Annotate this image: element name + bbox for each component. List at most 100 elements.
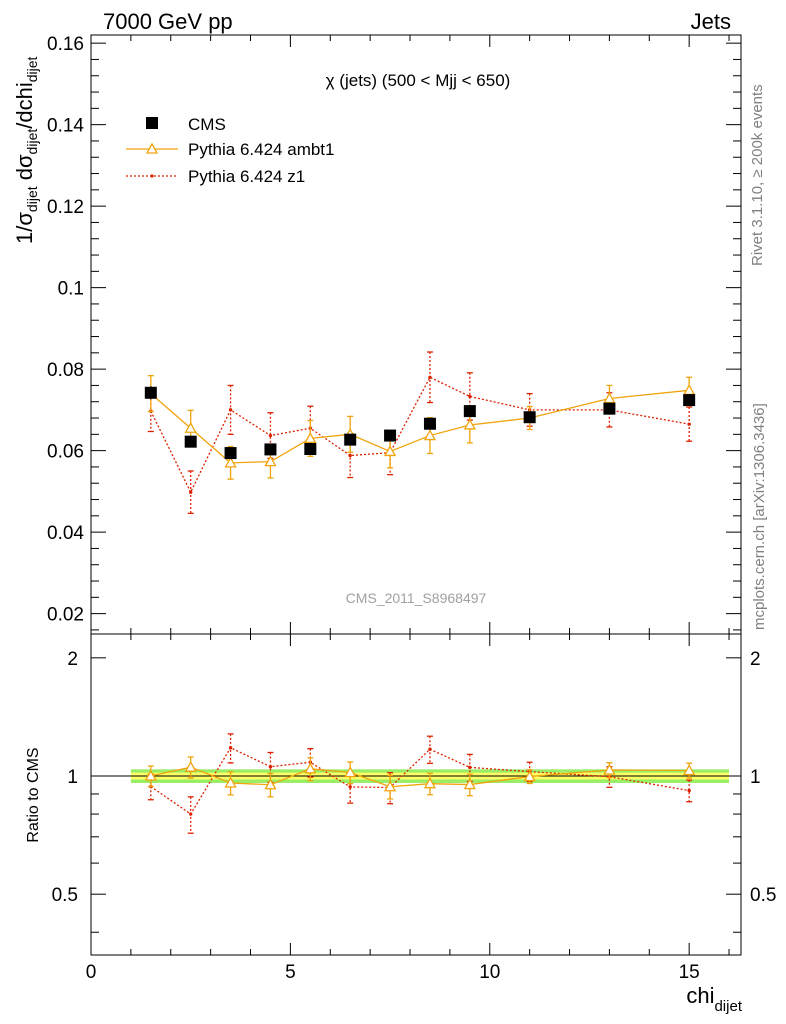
legend: CMS Pythia 6.424 ambt1 Pythia 6.424 z1	[126, 115, 334, 186]
y-tick-label-ratio-right: 2	[750, 649, 761, 670]
data-point-z1	[228, 408, 233, 412]
y-label-sub-2: dijet	[24, 129, 40, 155]
data-point-ambt1	[523, 770, 536, 782]
data-point-z1	[428, 375, 432, 379]
y-tick-label-top: 0.08	[47, 360, 84, 381]
y-tick-label-top: 0.06	[47, 442, 84, 463]
data-point-ambt1	[383, 445, 397, 457]
data-point-ambt1	[683, 383, 696, 395]
series-line-ambt1	[150, 389, 690, 464]
data-point-z1	[468, 394, 472, 399]
y-label-sub-3: dijet	[24, 56, 40, 82]
data-point-cms	[683, 394, 696, 407]
data-point-z1	[348, 785, 352, 789]
y-label-part-1: 1/σ	[12, 212, 37, 244]
y-tick-label-top: 0.12	[47, 197, 84, 218]
data-point-z1	[228, 746, 233, 750]
y-label-part-2: dσ	[12, 154, 37, 186]
y-label-part-3: /dchi	[12, 82, 37, 128]
data-point-ambt1	[264, 455, 277, 467]
y-tick-label-ratio: 2	[67, 649, 78, 670]
data-point-cms	[184, 435, 197, 448]
data-point-cms	[423, 417, 436, 430]
series-line-ambt1	[150, 766, 690, 788]
legend-ambt1-marker	[145, 142, 159, 154]
data-point-z1	[188, 812, 193, 816]
x-tick-label: 10	[479, 962, 500, 983]
main-axes: 0.02 0.04 0.06 0.08 0.1 0.12 0.14 0.16	[47, 34, 741, 634]
y-tick-label-top: 0.14	[47, 116, 84, 137]
ratio-panel: Ratio to CMS chidijet 0 5 10 15 0.5 0.5 1 1 2 2	[25, 633, 776, 1015]
data-point-ambt1	[304, 762, 317, 774]
plot-title: χ (jets) (500 < Mjj < 650)	[326, 71, 511, 90]
data-point-cms	[224, 447, 237, 460]
data-point-cms	[344, 433, 357, 446]
x-axis-label: chidijet	[686, 983, 742, 1015]
data-point-ambt1	[683, 764, 696, 776]
x-tick-label: 0	[86, 962, 97, 983]
y-tick-label-top: 0.16	[47, 34, 84, 55]
rivet-label: Rivet 3.1.10, ≥ 200k events	[749, 84, 766, 266]
data-point-ambt1	[184, 421, 197, 433]
data-point-ambt1	[344, 766, 357, 778]
y-label-sub-1: dijet	[24, 186, 40, 212]
data-point-ambt1	[423, 429, 437, 441]
y-tick-label-top: 0.02	[47, 605, 84, 626]
y-tick-label-top: 0.04	[47, 523, 84, 544]
data-point-z1	[268, 765, 273, 769]
data-point-z1	[468, 765, 472, 770]
data-point-ambt1	[144, 769, 157, 781]
y-tick-label-ratio-right: 0.5	[750, 885, 776, 906]
data-point-ambt1	[224, 776, 237, 788]
data-point-z1	[348, 453, 352, 458]
mcplots-label: mcplots.cern.ch [arXiv:1306.3436]	[751, 403, 768, 630]
main-panel: χ (jets) (500 < Mjj < 650) CMS_2011_S896…	[12, 34, 742, 635]
ratio-axes: 0 5 10 15 0.5 0.5 1 1 2 2	[52, 634, 776, 983]
data-point-ambt1	[224, 456, 237, 468]
legend-z1-label: Pythia 6.424 z1	[188, 167, 305, 186]
y-tick-label-ratio: 0.5	[52, 885, 78, 906]
data-point-cms	[523, 411, 536, 424]
data-point-z1	[268, 433, 273, 438]
legend-z1-marker	[150, 174, 154, 178]
data-point-ambt1	[463, 778, 476, 790]
data-point-ambt1	[383, 780, 397, 792]
data-point-ambt1	[423, 777, 437, 789]
main-series	[144, 351, 696, 515]
x-tick-label: 5	[285, 962, 296, 983]
ratio-series	[144, 733, 696, 834]
header-right: Jets	[691, 9, 731, 34]
header-left: 7000 GeV pp	[103, 9, 233, 34]
data-point-z1	[188, 490, 193, 494]
data-point-z1	[687, 788, 691, 793]
data-point-cms	[603, 402, 616, 415]
data-point-cms	[304, 443, 317, 456]
data-point-cms	[264, 443, 277, 456]
data-point-z1	[687, 422, 691, 426]
legend-cms-label: CMS	[188, 115, 226, 134]
series-line-z1	[150, 746, 690, 815]
y-tick-label-top: 0.1	[58, 279, 84, 300]
data-point-z1	[428, 747, 432, 751]
data-point-ambt1	[264, 778, 277, 790]
data-point-ambt1	[304, 432, 317, 444]
legend-cms-marker	[146, 117, 158, 129]
data-point-ambt1	[603, 392, 616, 404]
y-tick-label-ratio-right: 1	[750, 767, 761, 788]
analysis-watermark: CMS_2011_S8968497	[346, 590, 487, 606]
data-point-cms	[384, 429, 397, 442]
ratio-y-label: Ratio to CMS	[25, 747, 42, 842]
x-label-sub: dijet	[714, 998, 742, 1015]
ratio-panel-frame	[90, 633, 742, 956]
legend-ambt1-label: Pythia 6.424 ambt1	[188, 140, 334, 159]
data-point-cms	[144, 386, 157, 399]
data-point-ambt1	[184, 760, 197, 772]
x-tick-label: 15	[679, 962, 700, 983]
data-point-cms	[463, 405, 476, 418]
data-point-ambt1	[463, 418, 476, 430]
y-tick-label-ratio: 1	[67, 767, 78, 788]
y-axis-label-top: 1/σdijet dσdijet/dchidijet	[12, 56, 40, 244]
data-point-ambt1	[603, 763, 616, 775]
x-label-main: chi	[686, 983, 714, 1008]
